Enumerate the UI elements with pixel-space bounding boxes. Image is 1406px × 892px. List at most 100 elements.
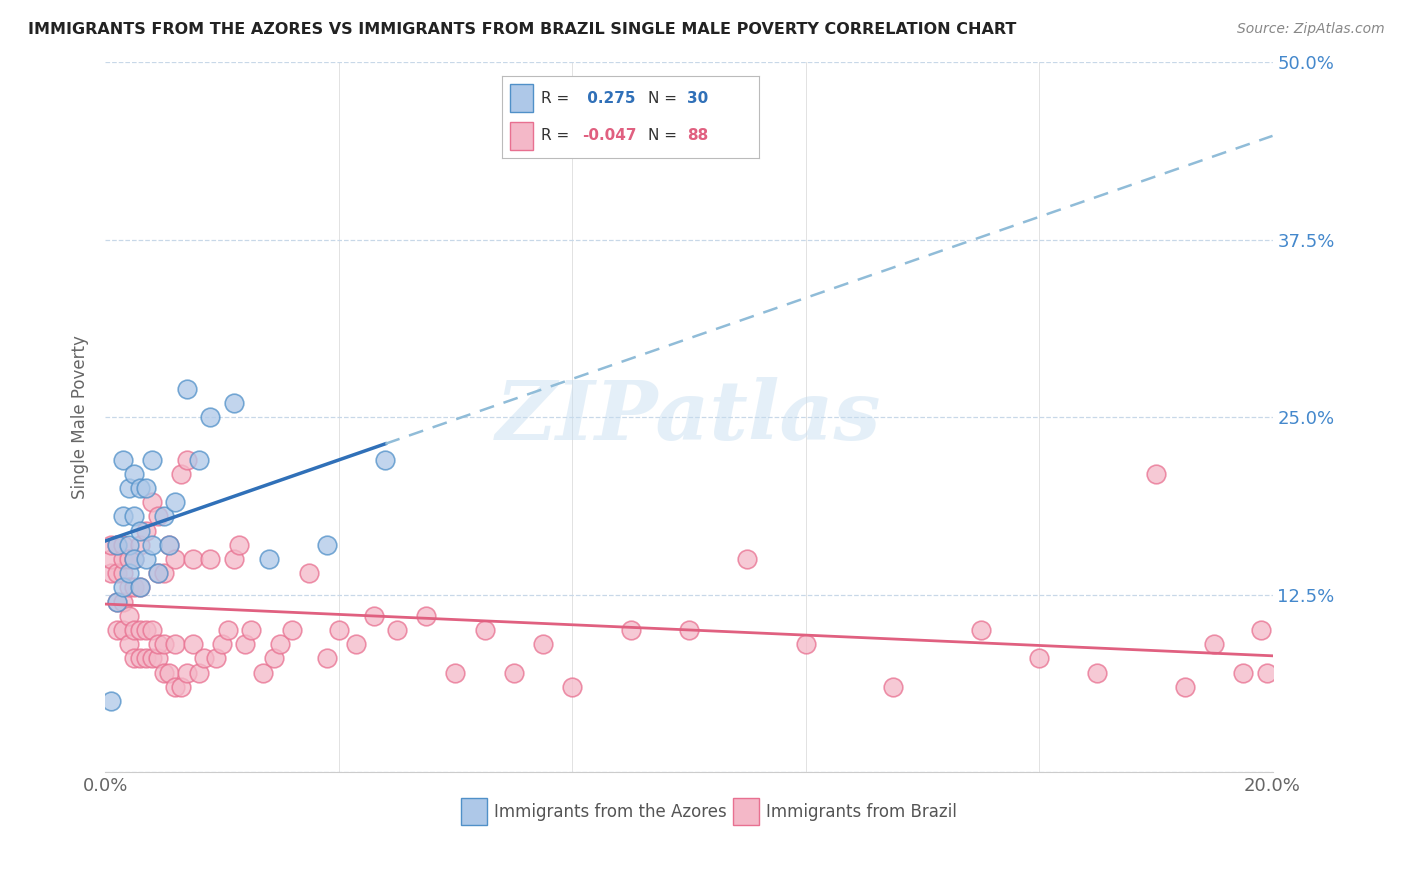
Point bbox=[165, 495, 187, 509]
Point bbox=[228, 538, 250, 552]
Point bbox=[111, 538, 134, 552]
Point bbox=[170, 467, 193, 481]
Point bbox=[502, 665, 524, 680]
Point bbox=[211, 637, 233, 651]
Point bbox=[129, 538, 152, 552]
Point bbox=[117, 566, 139, 581]
Point bbox=[111, 623, 134, 637]
Point bbox=[129, 651, 152, 665]
FancyBboxPatch shape bbox=[461, 798, 486, 825]
Point bbox=[146, 651, 169, 665]
Point bbox=[111, 581, 134, 595]
Point bbox=[124, 467, 146, 481]
Point bbox=[1087, 665, 1109, 680]
Point bbox=[176, 665, 198, 680]
Point bbox=[124, 623, 146, 637]
Point bbox=[129, 524, 152, 538]
Point bbox=[135, 552, 157, 566]
Point bbox=[135, 481, 157, 495]
Point bbox=[205, 651, 228, 665]
Point bbox=[117, 481, 139, 495]
Point bbox=[181, 552, 204, 566]
Point bbox=[105, 538, 128, 552]
Text: Immigrants from the Azores: Immigrants from the Azores bbox=[494, 803, 727, 821]
Point bbox=[444, 665, 467, 680]
Point bbox=[105, 594, 128, 608]
Point bbox=[129, 481, 152, 495]
Point bbox=[152, 566, 174, 581]
Point bbox=[193, 651, 215, 665]
Point bbox=[124, 581, 146, 595]
Point bbox=[124, 552, 146, 566]
Point bbox=[141, 495, 163, 509]
Point bbox=[374, 452, 396, 467]
Point bbox=[157, 538, 180, 552]
Point bbox=[344, 637, 367, 651]
Point bbox=[165, 552, 187, 566]
Point bbox=[165, 637, 187, 651]
Point bbox=[363, 608, 385, 623]
Point bbox=[1256, 665, 1278, 680]
Point bbox=[111, 452, 134, 467]
Point bbox=[561, 680, 583, 694]
Point bbox=[1232, 665, 1254, 680]
Point bbox=[129, 581, 152, 595]
Point bbox=[105, 538, 128, 552]
Point bbox=[117, 538, 139, 552]
Point bbox=[141, 452, 163, 467]
Point bbox=[1250, 623, 1272, 637]
Point bbox=[117, 608, 139, 623]
Point bbox=[531, 637, 554, 651]
Point bbox=[882, 680, 904, 694]
Point bbox=[105, 566, 128, 581]
Point bbox=[233, 637, 256, 651]
Point bbox=[146, 566, 169, 581]
Point bbox=[117, 637, 139, 651]
Point bbox=[257, 552, 280, 566]
Point bbox=[152, 509, 174, 524]
Y-axis label: Single Male Poverty: Single Male Poverty bbox=[72, 335, 89, 499]
Point bbox=[200, 410, 222, 425]
Point bbox=[1144, 467, 1167, 481]
Point bbox=[135, 651, 157, 665]
Point bbox=[157, 665, 180, 680]
Point bbox=[263, 651, 285, 665]
Point bbox=[135, 524, 157, 538]
Point bbox=[124, 509, 146, 524]
Point bbox=[678, 623, 700, 637]
Point bbox=[152, 637, 174, 651]
Point bbox=[181, 637, 204, 651]
Point bbox=[100, 694, 122, 708]
Point bbox=[281, 623, 304, 637]
Point bbox=[252, 665, 274, 680]
Point bbox=[217, 623, 239, 637]
Point bbox=[1174, 680, 1197, 694]
Point bbox=[385, 623, 408, 637]
Point bbox=[105, 623, 128, 637]
Point bbox=[141, 538, 163, 552]
Point bbox=[124, 651, 146, 665]
Point bbox=[222, 552, 245, 566]
Point bbox=[970, 623, 993, 637]
Point bbox=[222, 396, 245, 410]
Point bbox=[146, 509, 169, 524]
Point bbox=[117, 552, 139, 566]
FancyBboxPatch shape bbox=[733, 798, 759, 825]
Point bbox=[117, 581, 139, 595]
Text: ZIPatlas: ZIPatlas bbox=[496, 377, 882, 457]
Text: Immigrants from Brazil: Immigrants from Brazil bbox=[766, 803, 957, 821]
Text: Source: ZipAtlas.com: Source: ZipAtlas.com bbox=[1237, 22, 1385, 37]
Point bbox=[298, 566, 321, 581]
Point bbox=[619, 623, 641, 637]
Point bbox=[129, 581, 152, 595]
Point bbox=[176, 452, 198, 467]
Point bbox=[111, 552, 134, 566]
Point bbox=[316, 651, 339, 665]
Point bbox=[100, 538, 122, 552]
Point bbox=[111, 566, 134, 581]
Point bbox=[474, 623, 496, 637]
Point bbox=[129, 623, 152, 637]
Point bbox=[170, 680, 193, 694]
Point bbox=[735, 552, 758, 566]
Point bbox=[187, 665, 209, 680]
